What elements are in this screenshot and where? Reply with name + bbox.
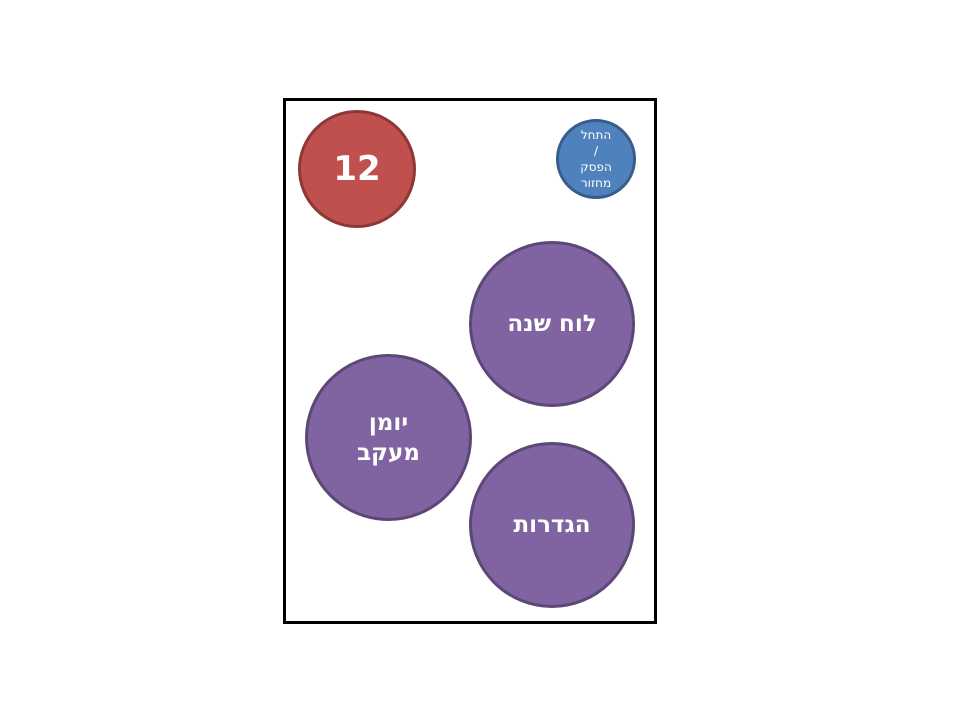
tracking-journal-button[interactable]: יומן מעקב [305, 354, 472, 521]
calendar-button[interactable]: לוח שנה [469, 241, 635, 407]
start-stop-cycle-button[interactable]: התחל / הפסק מחזור [556, 119, 636, 199]
day-counter-badge: 12 [298, 110, 416, 228]
cycle-button-label-slash: / [593, 144, 599, 158]
journal-label-line2: מעקב [357, 439, 420, 466]
cycle-button-label-cycle: מחזור [580, 176, 612, 190]
app-screen: 12 התחל / הפסק מחזור לוח שנה יומן מעקב ה… [283, 98, 657, 624]
cycle-button-label-start: התחל [580, 128, 612, 142]
settings-button[interactable]: הגדרות [469, 442, 635, 608]
cycle-button-label-stop: הפסק [580, 160, 612, 174]
journal-label-line1: יומן [368, 409, 409, 436]
